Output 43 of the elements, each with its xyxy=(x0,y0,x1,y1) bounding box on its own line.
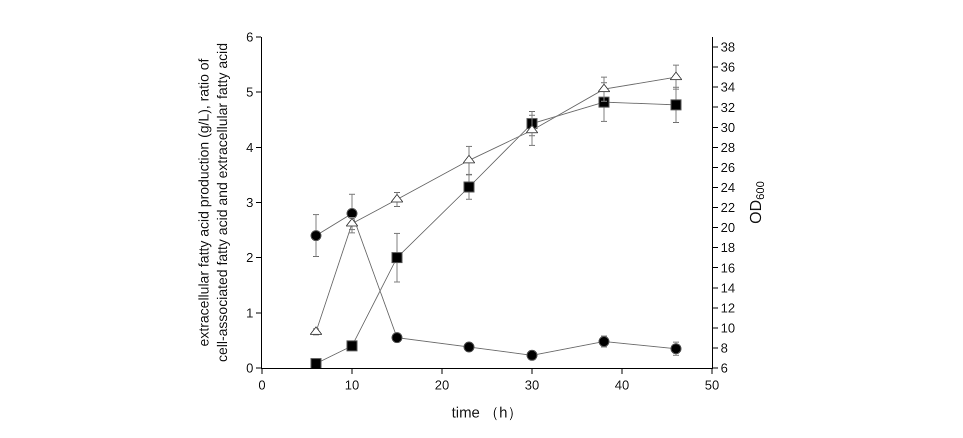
y2-tick-label: 36 xyxy=(720,60,736,75)
point xyxy=(310,230,322,242)
y2-tick-label: 30 xyxy=(720,120,736,135)
y2-tick-label: 12 xyxy=(720,300,736,316)
x-tick-label: 50 xyxy=(704,378,720,393)
x-axis-title: time （h） xyxy=(452,404,522,422)
y-tick-label: 2 xyxy=(246,250,254,266)
y2-tick-label: 34 xyxy=(720,80,736,95)
y2-tick-label: 38 xyxy=(720,40,736,55)
x-tick-label: 10 xyxy=(344,378,360,393)
y2-tick-label: 8 xyxy=(720,340,728,356)
y2-tick-label: 18 xyxy=(720,240,736,256)
y-axis-title: extracellular fatty acid production (g/L), ratio of cell-associated fatty acid and extracellular fatty acid xyxy=(196,42,230,362)
point xyxy=(346,208,358,220)
point xyxy=(392,252,402,264)
y2-tick-label: 22 xyxy=(720,200,736,216)
y-tick-label: 5 xyxy=(246,84,254,100)
y-tick-label: 1 xyxy=(246,305,254,320)
y2-tick-label: 32 xyxy=(720,100,736,115)
y-tick-label: 3 xyxy=(246,195,254,210)
y-tick-label: 4 xyxy=(246,140,254,155)
point xyxy=(310,358,322,368)
y2-tick-label: 24 xyxy=(720,180,736,195)
y2-tick-label: 26 xyxy=(720,160,736,175)
point xyxy=(464,342,474,353)
y2-tick-label: 28 xyxy=(720,140,736,155)
point xyxy=(526,350,538,361)
x-tick-label: 40 xyxy=(614,378,630,393)
y2-tick-label: 6 xyxy=(720,360,728,376)
point xyxy=(598,96,610,108)
x-tick-label: 0 xyxy=(258,378,266,393)
y-tick-label: 0 xyxy=(246,360,254,376)
y2-tick-label: 16 xyxy=(720,260,736,276)
point xyxy=(346,340,358,352)
y-tick-label: 6 xyxy=(246,30,254,45)
point xyxy=(464,182,474,193)
point xyxy=(392,332,402,344)
x-tick-label: 30 xyxy=(524,378,540,393)
y2-tick-label: 10 xyxy=(720,320,736,336)
x-tick-label: 20 xyxy=(434,378,450,393)
point xyxy=(670,99,682,110)
y2-tick-label: 14 xyxy=(720,280,736,296)
y2-tick-label: 20 xyxy=(720,220,736,236)
